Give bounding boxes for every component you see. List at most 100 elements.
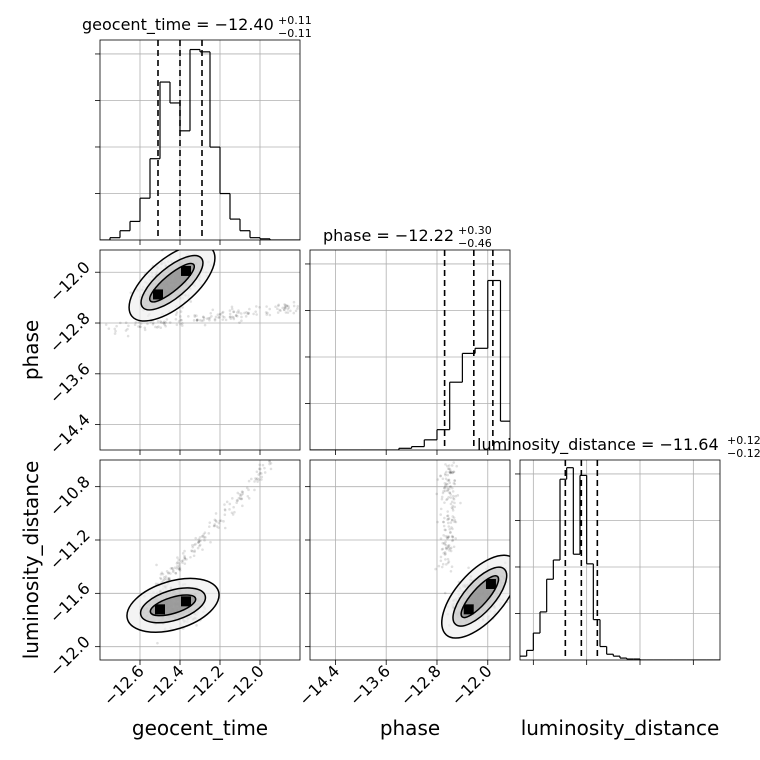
sample-point [196, 546, 200, 550]
sample-point [256, 480, 259, 483]
sample-point [230, 307, 234, 311]
sample-point [449, 569, 453, 573]
sample-point [450, 500, 454, 504]
sample-point [453, 479, 457, 483]
sample-point [513, 588, 516, 591]
title-geocent-time-minus: −0.11 [278, 27, 312, 40]
sample-point [178, 566, 182, 570]
sample-point [159, 321, 163, 324]
xlabel-phase: phase [380, 716, 440, 740]
sample-point [178, 567, 181, 571]
sample-point [446, 535, 449, 538]
sample-point [441, 477, 445, 481]
sample-point [452, 470, 455, 474]
sample-point [180, 322, 184, 325]
sample-point [435, 492, 438, 496]
sample-point [452, 461, 456, 464]
sample-point [453, 505, 457, 509]
sample-point [446, 488, 450, 492]
sample-point [451, 515, 455, 518]
sample-point [448, 549, 451, 552]
sample-point [223, 526, 227, 530]
tick-label-x-phase: −13.6 [346, 661, 394, 709]
sample-point [214, 519, 218, 522]
sample-point [450, 526, 453, 529]
sample-point [159, 572, 163, 576]
sample-point [119, 321, 122, 325]
sample-point [162, 322, 166, 325]
sample-point [240, 497, 243, 501]
sample-point [445, 464, 449, 468]
sample-point [261, 463, 265, 467]
sample-point [282, 308, 286, 312]
sample-point [179, 310, 183, 313]
sample-point [213, 518, 217, 522]
sample-point [237, 309, 240, 312]
sample-point [165, 570, 169, 573]
sample-point [177, 562, 181, 565]
sample-point [442, 541, 446, 545]
sample-point [240, 493, 243, 497]
sample-point [180, 318, 183, 322]
sample-point [451, 504, 455, 508]
sample-point [284, 303, 287, 307]
sample-point [209, 311, 213, 315]
sample-point [154, 582, 158, 586]
sample-point [217, 316, 220, 319]
sample-point [176, 556, 179, 559]
sample-point [447, 517, 451, 520]
sample-point [257, 467, 261, 471]
sample-point [164, 321, 167, 324]
sample-point [214, 315, 218, 319]
sample-point [175, 311, 179, 314]
tick-label-y-luminosity-distance: −12.0 [46, 632, 94, 680]
sample-point [443, 516, 446, 520]
sample-point [197, 540, 200, 544]
sample-point [257, 478, 261, 481]
sample-point [211, 308, 215, 312]
sample-point [183, 557, 187, 561]
sample-point [208, 316, 212, 320]
sample-point [452, 470, 456, 474]
sample-point [258, 463, 262, 467]
sample-point [289, 309, 292, 313]
sample-point [177, 564, 181, 568]
sample-point [439, 555, 443, 559]
sample-point [448, 485, 452, 489]
sample-point [245, 311, 248, 314]
tick-label-x-geocent-time: −12.2 [180, 661, 228, 709]
sample-point [247, 479, 251, 483]
sample-point [449, 493, 453, 496]
contour-frame [99, 459, 301, 661]
sample-point [154, 325, 157, 329]
sample-point [161, 572, 165, 576]
sample-point [283, 308, 286, 311]
sample-point [240, 319, 243, 323]
title-phase-minus: −0.46 [458, 237, 492, 250]
sample-point [166, 572, 170, 575]
sample-point [258, 471, 262, 475]
sample-point [283, 306, 287, 310]
sample-point [440, 548, 444, 551]
sample-point [443, 501, 446, 504]
sample-point [163, 323, 167, 326]
sample-point [249, 477, 253, 481]
sample-point [241, 504, 244, 508]
sample-point [446, 489, 449, 493]
sample-point [446, 479, 449, 482]
sample-point [214, 512, 218, 515]
density-peak [485, 579, 496, 589]
sample-point [447, 545, 450, 549]
sample-point [160, 571, 164, 575]
sample-point [447, 543, 451, 547]
sample-point [447, 487, 451, 491]
sample-point [259, 467, 262, 471]
sample-point [292, 304, 296, 308]
sample-point [156, 641, 159, 645]
sample-point [448, 468, 452, 471]
sample-point [292, 300, 296, 304]
sample-point [151, 322, 155, 326]
sample-point [192, 554, 196, 558]
sample-point [133, 323, 137, 327]
sample-point [189, 300, 193, 303]
